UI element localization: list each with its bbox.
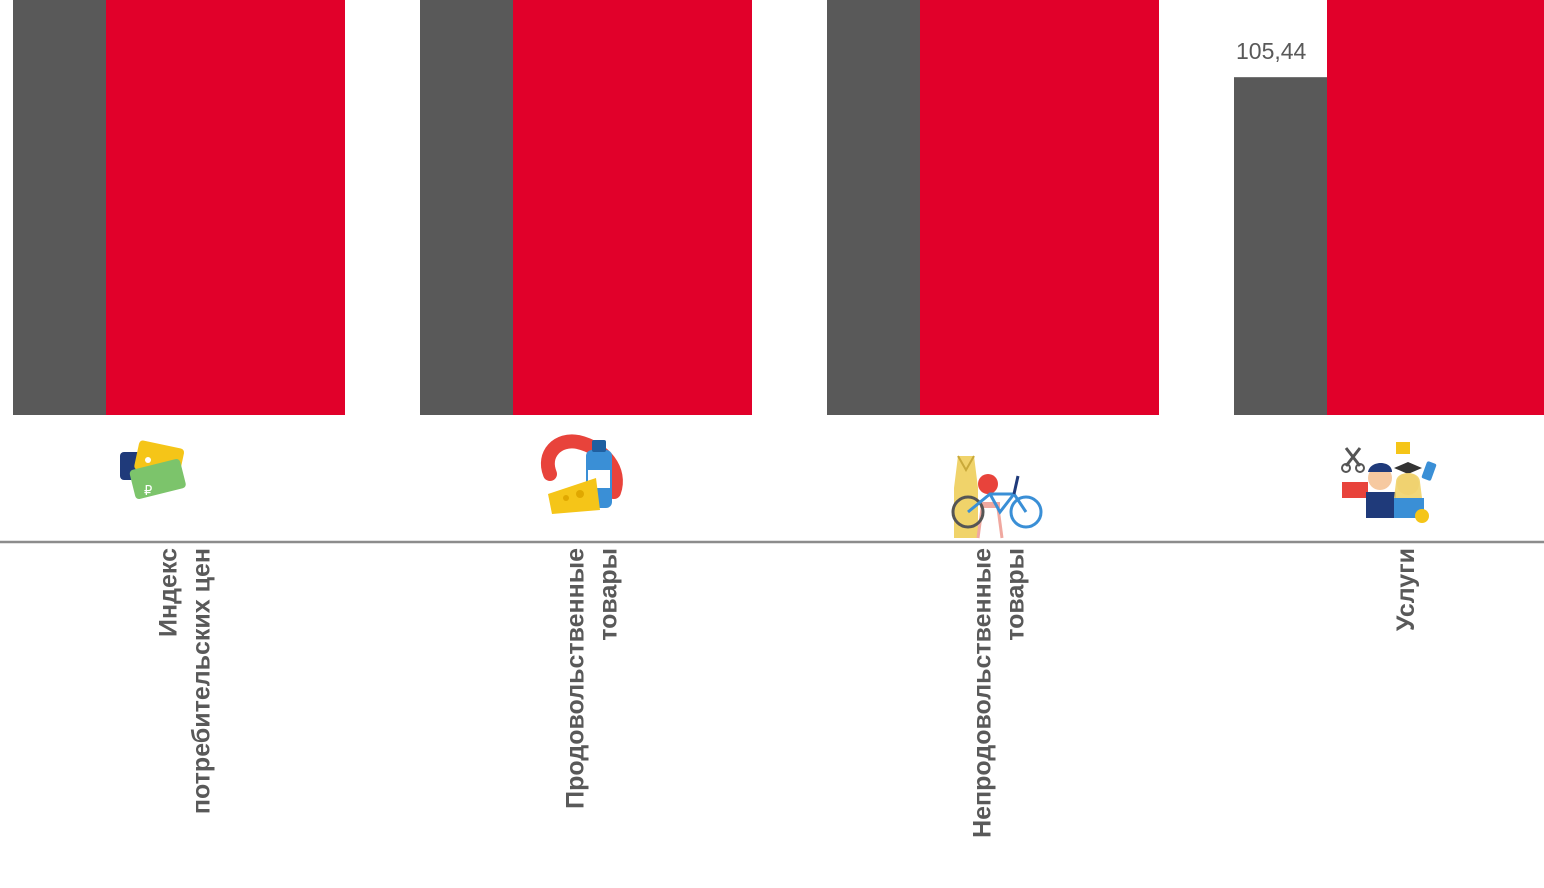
groceries-icon [541,434,623,514]
category-label-1-line-2: потребительских цен [188,548,216,814]
category-label-1: Индекс потребительских цен [155,548,216,814]
category-labels-layer: Индекс потребительских цен Продовольственн… [155,548,1421,838]
category-label-2: Продовольственные товары [562,548,623,809]
bar-series2-2 [513,0,752,415]
category-label-4-line-1: Услуги [1392,548,1420,631]
category-label-1-line-1: Индекс [155,548,183,637]
category-label-4: Услуги [1392,548,1420,631]
category-label-3-line-2: товары [1002,548,1030,641]
category-label-3-line-1: Непродовольственные [969,548,997,838]
price-tags-icon: ₽ [120,440,186,500]
data-labels-layer: 111,63110,09113,67109,70112,84110,57105,… [1236,38,1307,64]
category-label-2-line-1: Продовольственные [562,548,590,809]
bar-series2-1 [106,0,345,415]
data-label-series1-4: 105,44 [1236,38,1307,64]
category-label-2-line-2: товары [595,548,623,641]
category-label-3: Непродовольственные товары [969,548,1030,838]
bar-series2-4 [1327,0,1544,416]
bar-series2-3 [920,0,1159,415]
bars-layer [13,0,1544,416]
svg-text:₽: ₽ [144,484,152,499]
household-goods-icon [951,455,1043,539]
services-people-icon [1341,442,1437,523]
